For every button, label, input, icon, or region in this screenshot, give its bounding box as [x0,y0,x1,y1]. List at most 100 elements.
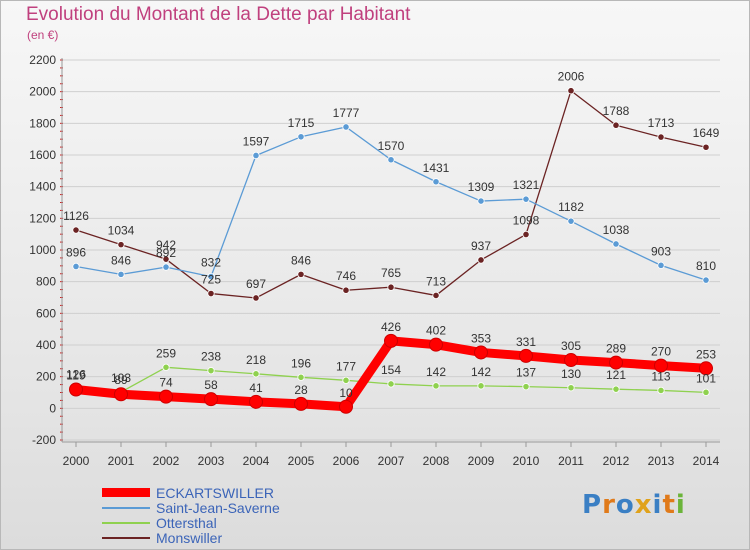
x-tick-label: 2008 [423,454,450,468]
data-point-monswiller [207,289,215,298]
data-label-monswiller: 942 [156,238,176,252]
data-label-eckartswiller: 41 [249,381,263,395]
data-label-monswiller: 746 [336,269,356,283]
legend-swatch [102,488,150,497]
legend-item: Monswiller [102,530,280,546]
data-point-eckartswiller [609,355,623,370]
y-tick-label: -200 [32,433,56,447]
y-tick-label: 1000 [29,243,56,257]
data-label-saint-jean-saverne: 1777 [333,106,360,120]
data-point-monswiller [252,294,260,302]
data-label-ottersthal: 142 [426,365,446,379]
data-label-saint-jean-saverne: 1715 [288,116,315,130]
data-label-saint-jean-saverne: 810 [696,259,716,273]
legend-item: Saint-Jean-Saverne [102,499,280,516]
x-tick-label: 2010 [513,454,540,468]
data-point-ottersthal [432,382,440,390]
data-point-monswiller [702,143,710,151]
data-label-saint-jean-saverne: 1038 [603,223,630,237]
data-point-monswiller [72,226,80,234]
data-point-ottersthal [567,384,575,392]
x-tick-label: 2012 [603,454,630,468]
x-tick-label: 2002 [153,454,180,468]
y-tick-label: 800 [36,275,56,289]
data-point-eckartswiller [654,358,668,373]
logo-letter: P [582,490,603,520]
data-label-saint-jean-saverne: 896 [66,245,86,259]
data-label-ottersthal: 137 [516,366,536,380]
data-point-saint-jean-saverne [522,195,530,203]
y-tick-label: 1400 [29,180,56,194]
logo-letter: x [634,490,653,520]
x-tick-label: 2001 [108,454,135,468]
data-point-eckartswiller [69,382,83,397]
data-label-monswiller: 2006 [558,70,585,84]
data-label-eckartswiller: 270 [651,345,671,359]
data-label-saint-jean-saverne: 903 [651,244,671,258]
legend-item: Ottersthal [102,515,280,531]
data-label-saint-jean-saverne: 1570 [378,139,405,153]
logo-letter: r [602,490,616,520]
data-label-ottersthal: 121 [606,368,626,382]
data-point-monswiller [657,133,665,141]
data-label-ottersthal: 154 [381,363,401,377]
data-label-eckartswiller: 10 [339,386,353,400]
data-label-ottersthal: 142 [471,365,491,379]
proxiti-logo: Proxiti [582,490,686,520]
data-point-saint-jean-saverne [342,123,350,131]
data-point-saint-jean-saverne [432,178,440,186]
legend-item: ECKARTSWILLER [102,484,280,501]
x-tick-label: 2005 [288,454,315,468]
data-point-ottersthal [342,376,350,384]
data-point-eckartswiller [114,387,128,402]
data-point-monswiller [432,291,440,300]
data-label-ottersthal: 130 [561,367,581,381]
y-tick-label: 400 [36,338,56,352]
chart-title: Evolution du Montant de la Dette par Hab… [26,4,411,25]
data-point-monswiller [297,270,305,278]
data-label-saint-jean-saverne: 1309 [468,180,495,194]
data-point-saint-jean-saverne [252,151,260,160]
data-label-monswiller: 1098 [513,213,540,227]
data-label-eckartswiller: 28 [294,383,308,397]
data-label-eckartswiller: 402 [426,324,446,338]
data-label-monswiller: 846 [291,253,311,267]
data-label-eckartswiller: 426 [381,320,401,334]
data-label-ottersthal: 238 [201,350,221,364]
y-tick-label: 1200 [29,211,56,225]
y-tick-label: 2200 [29,53,56,67]
data-label-ottersthal: 259 [156,346,176,360]
data-point-monswiller [567,87,575,95]
data-label-monswiller: 1034 [108,224,135,238]
y-tick-label: 600 [36,306,56,320]
data-point-saint-jean-saverne [207,272,215,281]
y-tick-label: 2000 [29,85,56,99]
data-label-saint-jean-saverne: 1182 [558,200,584,214]
data-label-monswiller: 765 [381,266,401,280]
data-point-eckartswiller [474,345,488,360]
data-label-eckartswiller: 58 [204,378,218,392]
data-point-eckartswiller [564,353,578,368]
data-label-monswiller: 1649 [693,126,720,140]
data-point-ottersthal [657,386,665,395]
data-label-eckartswiller: 305 [561,339,581,353]
y-tick-label: 200 [36,370,56,384]
data-label-eckartswiller: 253 [696,347,716,361]
x-tick-label: 2013 [648,454,675,468]
data-point-saint-jean-saverne [387,156,395,164]
data-point-ottersthal [297,373,305,381]
legend-label: ECKARTSWILLER [156,484,274,501]
data-point-eckartswiller [519,348,533,363]
data-label-eckartswiller: 353 [471,331,491,345]
data-point-eckartswiller [429,337,443,352]
legend-label: Saint-Jean-Saverne [156,499,280,516]
data-point-ottersthal [702,388,710,396]
y-tick-label: 1600 [29,148,56,162]
data-point-saint-jean-saverne [72,262,80,271]
data-label-saint-jean-saverne: 892 [156,246,176,260]
x-tick-label: 2011 [558,454,584,468]
data-label-saint-jean-saverne: 1597 [243,134,270,148]
data-point-monswiller [522,230,530,239]
data-label-ottersthal: 177 [336,359,356,373]
x-tick-label: 2009 [468,454,495,468]
